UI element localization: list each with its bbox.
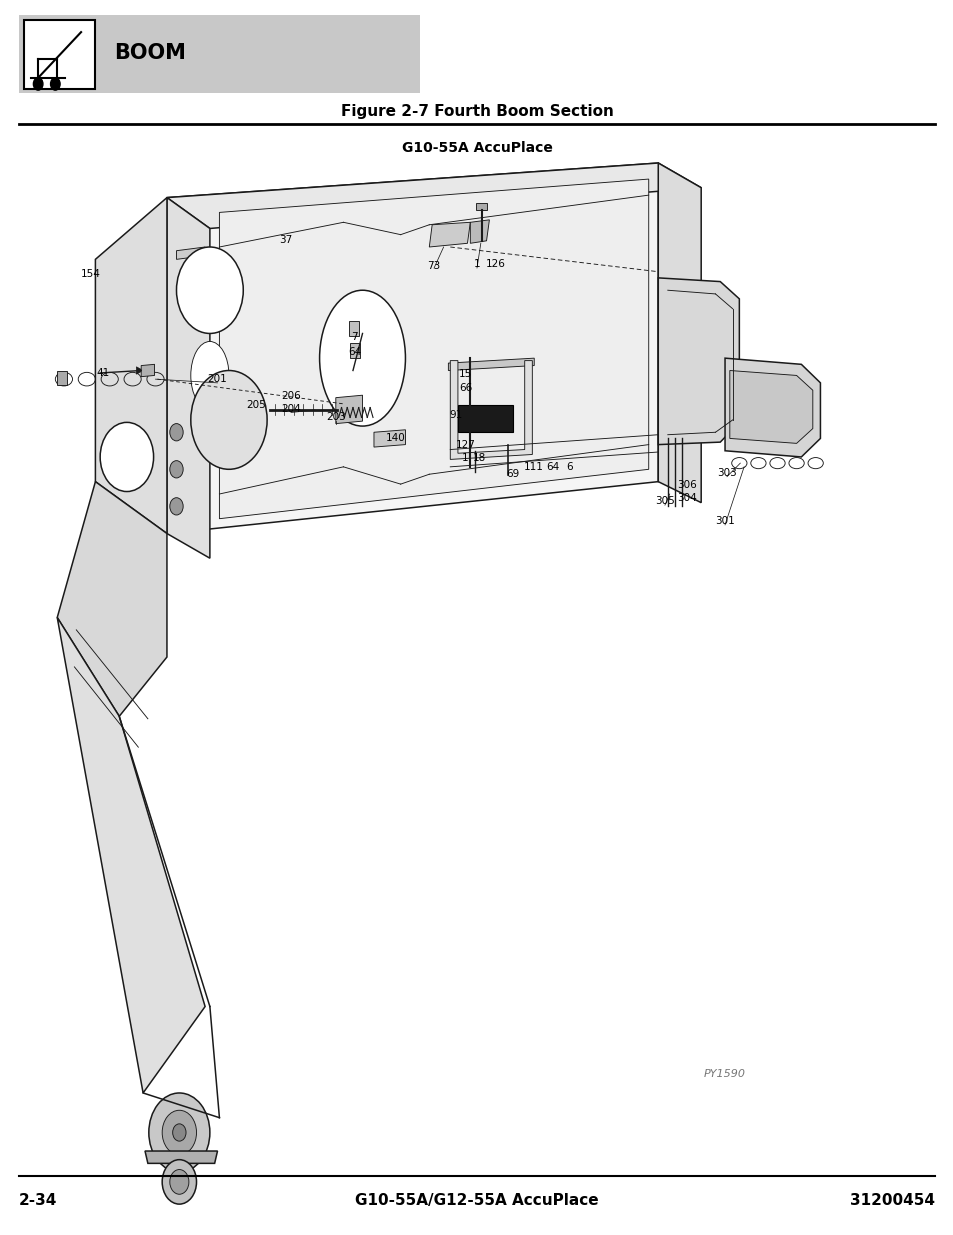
Circle shape xyxy=(51,78,60,90)
Text: 206: 206 xyxy=(281,391,300,401)
Circle shape xyxy=(191,370,267,469)
Text: 15: 15 xyxy=(458,369,472,379)
Text: 111: 111 xyxy=(524,462,543,472)
Polygon shape xyxy=(136,367,143,374)
Polygon shape xyxy=(658,278,739,445)
Text: 1: 1 xyxy=(462,453,468,463)
Text: 204: 204 xyxy=(281,404,300,414)
Polygon shape xyxy=(57,482,167,716)
Polygon shape xyxy=(335,395,362,424)
Circle shape xyxy=(170,424,183,441)
Text: 73: 73 xyxy=(427,261,440,270)
Text: 154: 154 xyxy=(81,269,100,279)
Text: 2-34: 2-34 xyxy=(19,1193,57,1208)
Text: 6: 6 xyxy=(566,462,572,472)
Polygon shape xyxy=(729,370,812,443)
Polygon shape xyxy=(167,163,700,228)
Polygon shape xyxy=(448,358,534,370)
Text: 126: 126 xyxy=(486,259,505,269)
Ellipse shape xyxy=(319,290,405,426)
Circle shape xyxy=(100,422,153,492)
Circle shape xyxy=(170,498,183,515)
Polygon shape xyxy=(57,370,67,385)
Text: 69: 69 xyxy=(506,469,519,479)
Polygon shape xyxy=(658,163,700,503)
Polygon shape xyxy=(350,343,359,358)
Polygon shape xyxy=(470,220,489,243)
Polygon shape xyxy=(57,618,205,1093)
Text: 203: 203 xyxy=(326,412,345,422)
Text: 306: 306 xyxy=(677,480,696,490)
Text: 1: 1 xyxy=(474,259,479,269)
Circle shape xyxy=(176,247,243,333)
Polygon shape xyxy=(145,1151,217,1163)
Text: 64: 64 xyxy=(546,462,559,472)
Circle shape xyxy=(149,1093,210,1172)
Text: 31200454: 31200454 xyxy=(849,1193,934,1208)
Text: 140: 140 xyxy=(386,433,405,443)
Polygon shape xyxy=(167,163,658,534)
Polygon shape xyxy=(349,321,358,336)
Polygon shape xyxy=(176,247,205,259)
Circle shape xyxy=(162,1160,196,1204)
Bar xyxy=(457,405,513,432)
Polygon shape xyxy=(724,358,820,457)
Text: 304: 304 xyxy=(677,493,696,503)
Text: PY1590: PY1590 xyxy=(703,1070,745,1079)
Text: 7: 7 xyxy=(352,332,357,342)
Text: 37: 37 xyxy=(279,235,293,245)
Text: 127: 127 xyxy=(456,440,475,450)
Text: 205: 205 xyxy=(246,400,265,410)
Polygon shape xyxy=(141,364,154,377)
Circle shape xyxy=(170,461,183,478)
Text: 64: 64 xyxy=(348,347,361,357)
Polygon shape xyxy=(450,361,532,459)
Circle shape xyxy=(170,1170,189,1194)
Text: BOOM: BOOM xyxy=(114,43,186,63)
Text: 303: 303 xyxy=(717,468,736,478)
Ellipse shape xyxy=(191,342,229,410)
Circle shape xyxy=(162,1110,196,1155)
Text: 201: 201 xyxy=(208,374,227,384)
Polygon shape xyxy=(95,198,167,534)
Bar xyxy=(19,15,419,93)
Polygon shape xyxy=(219,179,648,519)
Text: G10-55A/G12-55A AccuPlace: G10-55A/G12-55A AccuPlace xyxy=(355,1193,598,1208)
Circle shape xyxy=(33,78,43,90)
Text: 41: 41 xyxy=(96,368,110,378)
Text: 305: 305 xyxy=(655,496,674,506)
Text: G10-55A AccuPlace: G10-55A AccuPlace xyxy=(401,141,552,156)
Text: 66: 66 xyxy=(458,383,472,393)
Polygon shape xyxy=(167,198,210,558)
Text: 91: 91 xyxy=(449,410,462,420)
Circle shape xyxy=(172,1124,186,1141)
Polygon shape xyxy=(374,430,405,447)
Text: Figure 2-7 Fourth Boom Section: Figure 2-7 Fourth Boom Section xyxy=(340,104,613,119)
Text: 301: 301 xyxy=(715,516,734,526)
Text: 18: 18 xyxy=(473,453,486,463)
Polygon shape xyxy=(429,222,470,247)
Bar xyxy=(24,20,95,89)
Polygon shape xyxy=(476,203,487,210)
